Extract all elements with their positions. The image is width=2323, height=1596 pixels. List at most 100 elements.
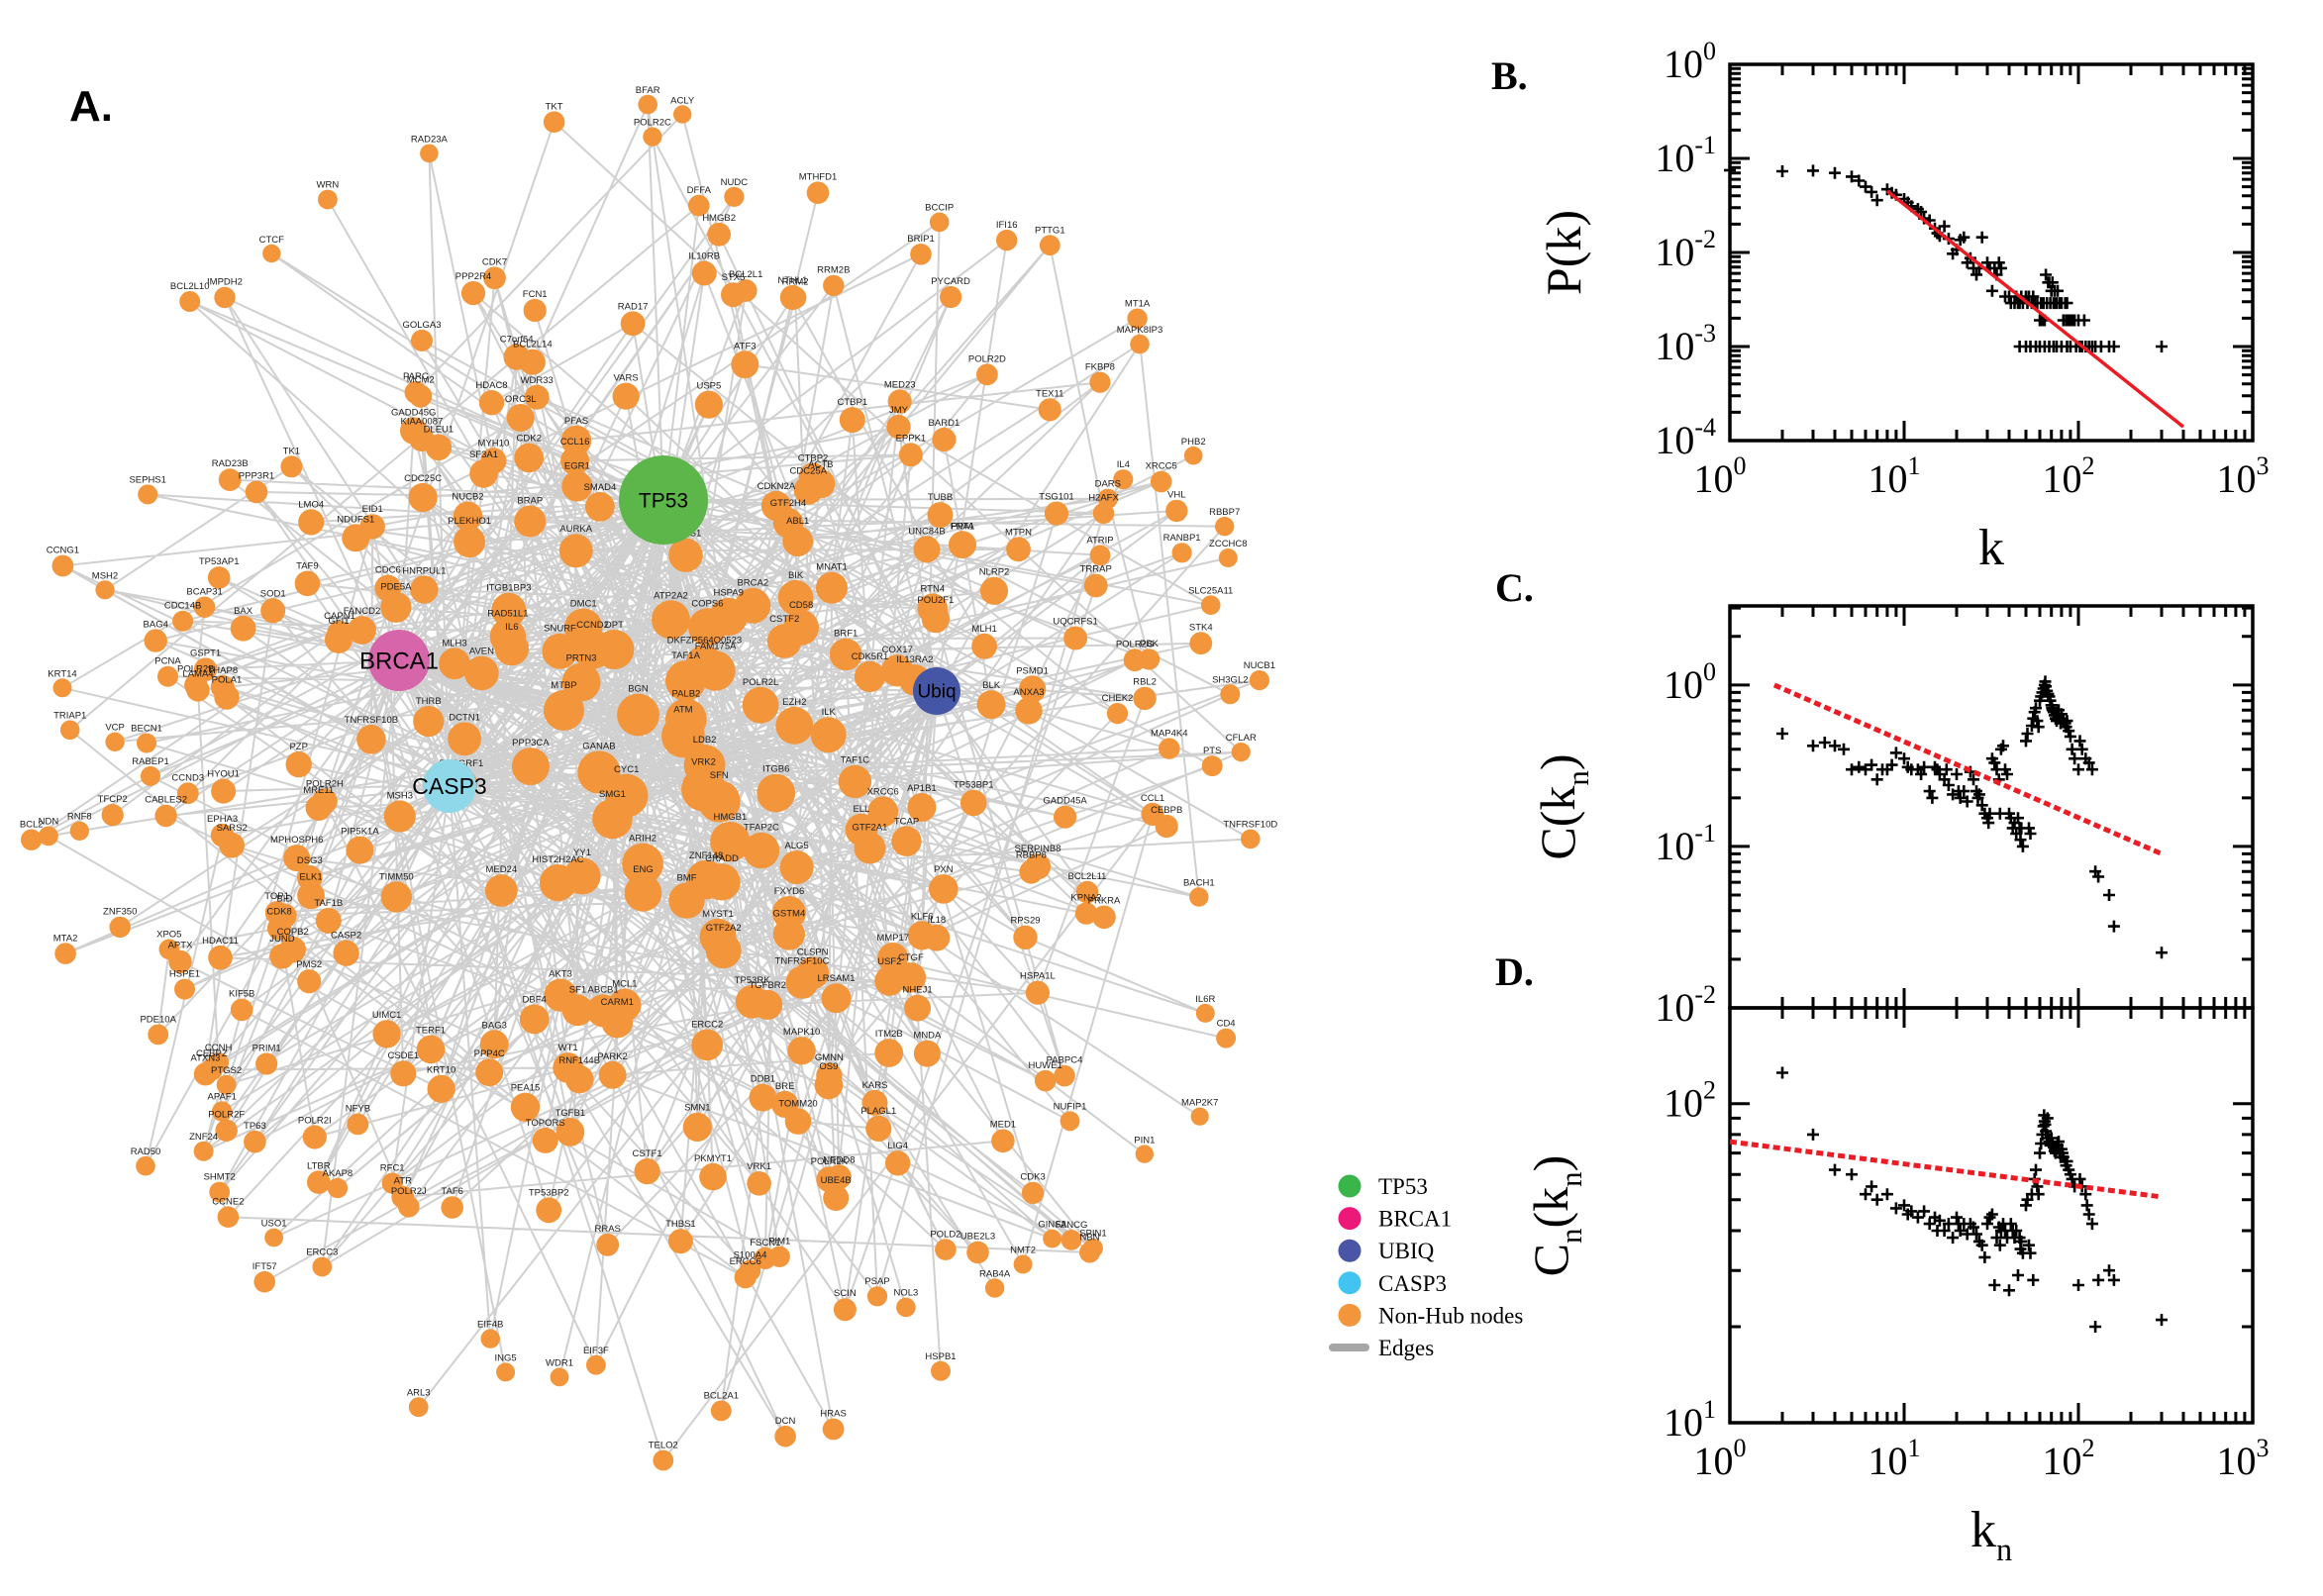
network-node-label: ARIH2	[629, 834, 656, 845]
network-node-label: CDC25A	[790, 466, 828, 477]
network-node	[667, 1229, 693, 1254]
network-node-label: ANXA3	[1013, 687, 1044, 698]
network-node	[544, 689, 584, 731]
network-node	[917, 593, 949, 624]
network-node-label: ING5	[495, 1352, 517, 1363]
network-node	[1038, 398, 1061, 422]
network-node	[158, 939, 180, 960]
network-node-label: FNTA	[951, 521, 975, 532]
network-node	[1054, 1064, 1075, 1087]
network-node	[1201, 755, 1223, 777]
network-node-label: TGFBR2	[749, 980, 785, 991]
network-node-label: MRE11	[303, 785, 334, 796]
network-node-label: IL4	[1117, 459, 1130, 470]
network-node-label: TAF6	[441, 1186, 463, 1197]
network-node-label: IL18	[928, 915, 947, 926]
network-node-label: MLH1	[971, 624, 996, 635]
network-node	[563, 608, 603, 648]
network-node-label: TRIAP1	[53, 711, 86, 722]
network-node-label: ARL3	[407, 1387, 431, 1398]
network-node	[984, 1278, 1005, 1298]
network-node-label: FSCN1	[750, 1238, 780, 1248]
network-node-label: CCL16	[560, 437, 590, 448]
network-node-label: MED24	[485, 864, 517, 875]
network-node	[154, 804, 177, 828]
network-node	[772, 918, 806, 950]
network-node-label: RFC1	[380, 1163, 405, 1174]
network-node	[136, 1155, 155, 1176]
network-node	[927, 502, 954, 529]
network-node-label: GANAB	[582, 741, 615, 751]
network-node-label: BCL2L11	[1068, 871, 1107, 882]
network-node-label: GSTM4	[773, 909, 806, 920]
network-node-label: RRAS	[594, 1224, 620, 1235]
network-node-label: GINS2	[1038, 1220, 1066, 1231]
network-node	[1171, 543, 1192, 563]
hub-circle	[368, 630, 430, 691]
network-node-label: CCNG1	[47, 546, 79, 556]
network-node-label: MED1	[990, 1120, 1016, 1131]
network-node-label: NDN	[39, 817, 59, 828]
network-node-label: PPA1	[951, 521, 974, 532]
network-node	[705, 933, 742, 969]
network-node-label: ELK1	[299, 872, 322, 883]
network-node	[1159, 738, 1180, 759]
network-node-label: TAF1A	[671, 650, 701, 661]
fit-line	[1885, 189, 2185, 429]
network-node	[294, 570, 321, 597]
network-node	[1190, 1107, 1209, 1126]
network-node-label: FANCG	[1056, 1220, 1088, 1231]
network-node-label: PCNA	[154, 656, 181, 667]
network-node	[695, 650, 736, 691]
network-node-label: PRIM1	[252, 1043, 281, 1053]
network-node	[598, 1060, 627, 1089]
network-node-label: SEPHS1	[129, 474, 166, 485]
network-node-label: IFT57	[252, 1261, 277, 1272]
network-node	[208, 945, 233, 970]
network-node	[1150, 470, 1172, 493]
tick-label: 101	[1664, 1395, 1716, 1445]
network-node-label: IMPDH2	[207, 277, 243, 288]
network-node	[39, 826, 58, 847]
network-node	[976, 363, 998, 386]
network-node-label: CFLAR	[1226, 733, 1257, 744]
network-node	[691, 1029, 724, 1061]
scatter-points	[1776, 675, 2168, 959]
network-node-label: CRADD	[705, 853, 739, 864]
network-node-label: ACTB	[808, 459, 833, 470]
network-node-label: VCP	[105, 723, 125, 734]
network-node	[1097, 488, 1118, 509]
network-node	[298, 509, 325, 536]
network-node	[1013, 925, 1038, 949]
network-node-label: HUWE1	[1029, 1060, 1062, 1071]
network-node	[420, 144, 439, 163]
network-node	[734, 1266, 757, 1289]
tick-label: 100	[1694, 1434, 1747, 1483]
network-node	[217, 1206, 240, 1228]
network-node	[653, 1449, 674, 1471]
network-node	[532, 1127, 558, 1153]
network-node	[439, 648, 470, 680]
network-node	[390, 1060, 417, 1087]
legend-label: CASP3	[1378, 1271, 1447, 1296]
network-node	[1006, 537, 1031, 562]
legend-swatch-circle	[1338, 1239, 1362, 1262]
network-node	[302, 1125, 327, 1149]
network-node-label: ATR	[394, 1176, 412, 1187]
network-node-label: ZNF148	[689, 850, 723, 861]
network-node-label: STX5	[722, 272, 746, 283]
network-node-label: TNFRSF10C	[775, 956, 830, 967]
network-node-label: POLA1	[212, 674, 243, 685]
network-node	[617, 693, 659, 737]
network-node-label: AURKA	[559, 524, 592, 535]
network-node	[823, 274, 845, 297]
network-node-label: CCNE2	[212, 1196, 244, 1207]
network-node-label: BRF1	[834, 629, 858, 640]
network-node	[404, 381, 428, 404]
network-node	[441, 1196, 464, 1219]
network-node	[749, 1083, 777, 1112]
network-node	[448, 722, 481, 756]
network-node-label: EIF4B	[477, 1320, 503, 1331]
network-node-label: WT1	[558, 1043, 578, 1053]
